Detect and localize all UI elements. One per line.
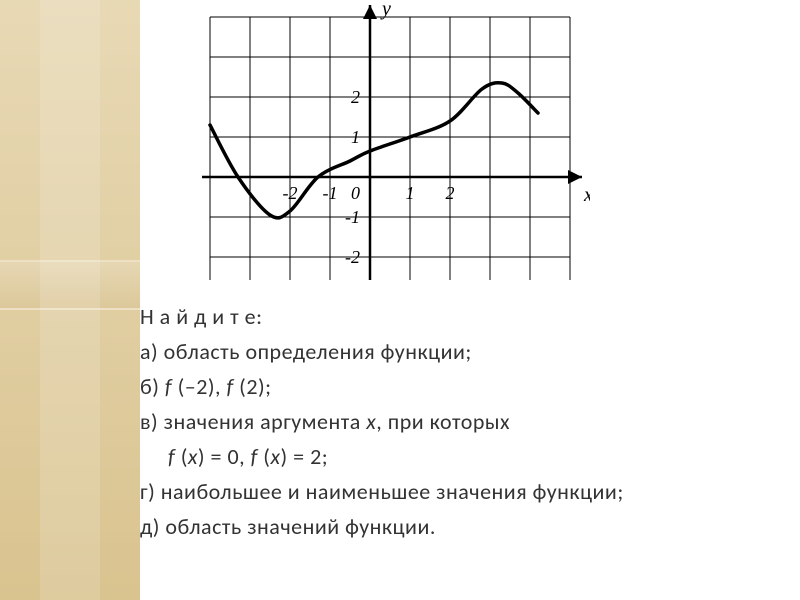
svg-text:1: 1 (351, 127, 360, 147)
svg-text:x: x (583, 184, 590, 206)
item-c-line1: в) значения аргумента x, при которых (140, 405, 760, 438)
problem-text: Н а й д и т е: а) область определения фу… (140, 300, 760, 545)
item-e: д) область значений функции. (140, 510, 760, 543)
svg-text:-2: -2 (345, 247, 360, 267)
svg-text:2: 2 (446, 183, 455, 203)
item-b: б) f (–2), f (2); (140, 370, 760, 403)
svg-text:2: 2 (351, 87, 360, 107)
heading: Н а й д и т е: (140, 300, 760, 333)
svg-text:-1: -1 (345, 207, 360, 227)
svg-text:-1: -1 (323, 183, 338, 203)
item-a: а) область определения функции; (140, 335, 760, 368)
item-c-line2: f (x) = 0, f (x) = 2; (140, 440, 760, 473)
decorative-left-band (0, 0, 140, 600)
svg-text:y: y (380, 5, 391, 20)
item-d: г) наибольшее и наименьшее значения функ… (140, 475, 760, 508)
svg-text:-2: -2 (283, 183, 298, 203)
function-graph: -2 -1 1 2 -2 -1 1 2 0 x y (170, 5, 590, 280)
svg-text:1: 1 (406, 183, 415, 203)
svg-text:0: 0 (351, 183, 360, 203)
